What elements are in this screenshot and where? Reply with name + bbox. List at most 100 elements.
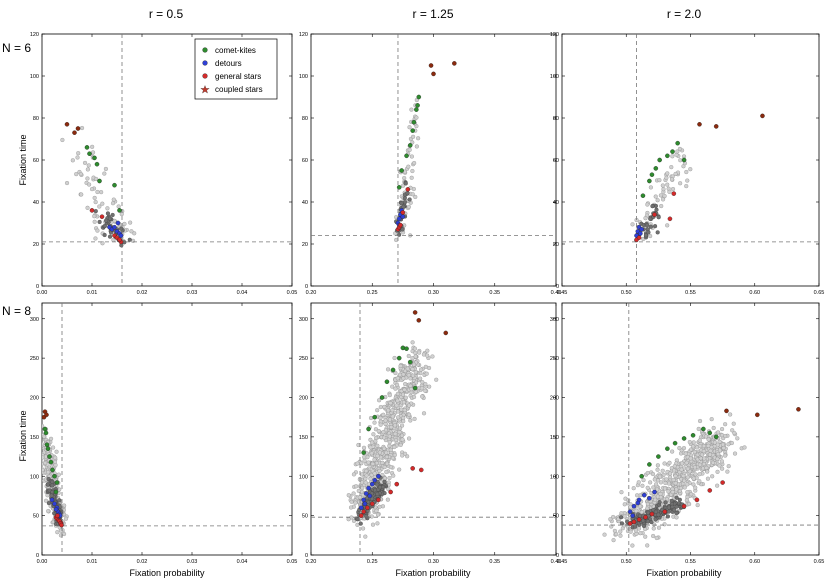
y-tick-label: 150 (299, 435, 308, 441)
point-other-graph (46, 501, 52, 506)
point-other-graph (378, 415, 383, 421)
point-other-graph (414, 144, 419, 149)
point-comet-kite (681, 436, 687, 441)
y-tick-label: 120 (550, 32, 559, 38)
x-tick-label: 0.30 (428, 290, 439, 296)
point-other-graph (348, 505, 354, 510)
point-detour (372, 477, 377, 483)
point-other-graph (408, 376, 413, 381)
point-other-graph (382, 465, 387, 470)
point-other-graph (400, 392, 406, 397)
point-other-graph (673, 171, 678, 177)
point-other-graph (673, 473, 678, 479)
point-general-star (631, 519, 637, 525)
point-detour (112, 224, 117, 230)
point-other-graph (648, 233, 653, 239)
point-other-graph (373, 427, 378, 432)
point-coupled-star (452, 61, 457, 66)
point-other-graph (626, 498, 631, 503)
point-other-graph (426, 365, 432, 371)
point-other-graph (406, 373, 411, 378)
point-other-graph (401, 400, 407, 405)
point-other-graph (418, 376, 423, 381)
panel-frame (561, 33, 820, 287)
point-other-graph (372, 420, 377, 425)
point-other-graph (42, 423, 45, 429)
point-other-graph (424, 371, 429, 376)
point-other-graph (648, 480, 653, 485)
point-other-graph (653, 224, 658, 229)
point-other-graph (403, 395, 408, 400)
point-coupled-star (713, 124, 719, 129)
point-other-graph (385, 497, 390, 502)
y-tick-label: 100 (30, 474, 39, 480)
point-other-graph (397, 467, 402, 472)
point-general-star (418, 467, 424, 473)
point-other-graph (370, 440, 375, 445)
point-other-graph (382, 404, 387, 409)
point-other-graph (95, 189, 100, 195)
point-other-graph (638, 531, 643, 536)
point-other-graph (687, 439, 692, 445)
point-other-graph (419, 386, 424, 391)
point-comet-kite (52, 473, 57, 479)
point-other-graph (414, 97, 419, 103)
legend-label-coupled-stars: coupled stars (215, 85, 263, 94)
point-other-graph (397, 372, 403, 377)
point-other-graph (641, 523, 647, 529)
legend-marker-detours (202, 60, 208, 66)
point-other-graph (53, 463, 58, 468)
point-other-graph (361, 445, 367, 450)
point-other-graph (87, 182, 92, 187)
point-other-graph (402, 196, 407, 201)
point-other-graph (42, 445, 43, 449)
point-other-graph (622, 502, 627, 507)
point-other-graph (660, 468, 665, 473)
point-coupled-star (416, 318, 422, 323)
x-tick-label: 0.03 (187, 559, 198, 565)
point-comet-kite (672, 440, 678, 446)
y-tick-label: 300 (550, 317, 559, 323)
x-tick-label: 0.05 (287, 290, 298, 296)
point-general-star (361, 509, 366, 514)
point-other-graph (658, 495, 663, 500)
point-other-graph (672, 464, 677, 469)
point-other-graph (405, 191, 410, 196)
point-coupled-star (428, 63, 434, 68)
point-other-graph (652, 477, 657, 482)
point-other-graph (401, 204, 406, 209)
point-other-graph (689, 492, 694, 497)
point-other-graph (368, 415, 374, 421)
point-other-graph (673, 481, 678, 486)
point-other-graph (636, 480, 641, 485)
x-tick-label: 0.65 (814, 290, 825, 296)
x-tick-label: 0.25 (367, 290, 378, 296)
point-other-graph (42, 467, 45, 473)
point-other-graph (719, 426, 725, 432)
point-comet-kite (639, 473, 644, 479)
point-other-graph (646, 510, 651, 515)
point-other-graph (387, 434, 392, 439)
point-other-graph (611, 514, 616, 520)
legend-marker-general-stars (202, 73, 208, 79)
point-other-graph (384, 454, 389, 459)
point-other-graph (406, 164, 411, 169)
x-tick-label: 0.65 (814, 559, 825, 565)
point-detour (115, 220, 121, 226)
point-other-graph (387, 393, 392, 398)
point-other-graph (407, 125, 412, 130)
point-other-graph (425, 353, 430, 358)
point-other-graph (707, 452, 713, 457)
point-detour (627, 509, 633, 514)
point-other-graph (392, 355, 397, 361)
point-other-graph (383, 418, 388, 423)
point-other-graph (369, 514, 374, 519)
point-other-graph (395, 409, 401, 414)
point-other-graph (375, 482, 380, 487)
point-other-graph (710, 474, 715, 479)
point-other-graph (667, 475, 673, 480)
point-comet-kite (410, 128, 415, 133)
point-general-star (394, 481, 400, 487)
point-detour (641, 492, 647, 498)
